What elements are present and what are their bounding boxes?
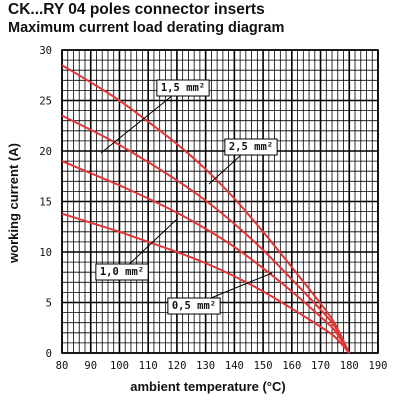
series-label-text: 0,5 mm²	[172, 300, 216, 312]
chart-subtitle: Maximum current load derating diagram	[8, 20, 285, 36]
series-label-box	[95, 263, 149, 281]
series-label: 1,5 mm²	[156, 79, 210, 97]
series-curve-3	[61, 212, 351, 354]
x-tick-label: 170	[311, 360, 330, 372]
y-tick-label: 5	[46, 298, 52, 310]
x-tick-label: 150	[254, 360, 273, 372]
x-tick-label: 190	[369, 360, 388, 372]
series-label-box	[167, 297, 221, 315]
x-tick-label: 120	[167, 360, 186, 372]
leader-line	[121, 219, 177, 272]
y-tick-label: 15	[39, 197, 52, 209]
chart-curves	[61, 64, 351, 354]
tick-labels: 80 90 100 110 120 130 140 150 160 170 180 190 0 5 10 15…	[39, 45, 387, 372]
y-tick-label: 0	[46, 348, 52, 360]
x-axis-label: ambient temperature (°C)	[130, 379, 285, 394]
series-labels: 1,5 mm² 2,5 mm² 1,0 mm² 0,5 mm²	[95, 79, 278, 315]
y-tick-label: 25	[39, 96, 52, 108]
leader-line	[100, 86, 184, 154]
x-tick-label: 90	[84, 360, 97, 372]
x-tick-label: 180	[340, 360, 359, 372]
x-tick-label: 160	[282, 360, 301, 372]
x-tick-label: 110	[139, 360, 158, 372]
series-curve-0	[61, 64, 351, 354]
x-tick-label: 140	[225, 360, 244, 372]
y-tick-label: 30	[39, 45, 52, 57]
series-label-text: 2,5 mm²	[229, 141, 273, 153]
series-label-box	[224, 138, 278, 156]
y-tick-label: 20	[39, 146, 52, 158]
y-tick-label: 10	[39, 247, 52, 259]
chart-title: CK...RY 04 poles connector inserts	[8, 1, 265, 18]
series-curve-1	[61, 114, 351, 354]
series-label: 2,5 mm²	[224, 138, 278, 156]
x-tick-label: 100	[110, 360, 129, 372]
series-label-text: 1,0 mm²	[100, 266, 144, 278]
series-label: 1,0 mm²	[95, 263, 149, 281]
series-label-text: 1,5 mm²	[161, 82, 205, 94]
x-tick-label: 80	[56, 360, 69, 372]
series-label-box	[156, 79, 210, 97]
chart-grid	[61, 49, 379, 354]
series-label: 0,5 mm²	[167, 297, 221, 315]
x-tick-label: 130	[196, 360, 215, 372]
plot-frame	[61, 49, 379, 354]
y-axis-label: working current (A)	[6, 143, 21, 264]
series-curve-2	[61, 160, 351, 354]
